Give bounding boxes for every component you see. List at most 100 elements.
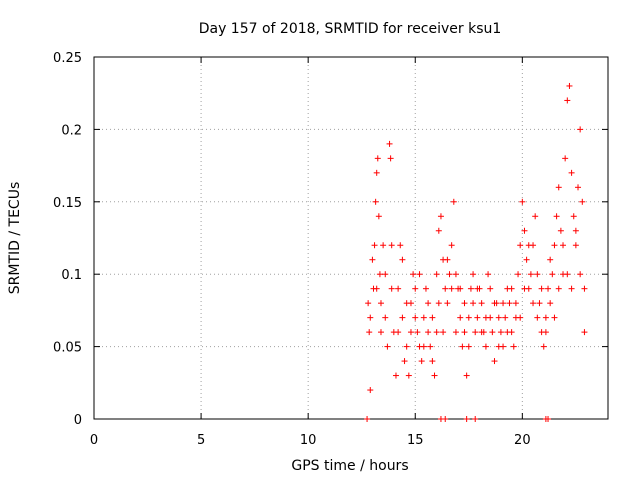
data-point [551, 314, 558, 321]
x-tick-label: 10 [300, 433, 317, 448]
data-point [485, 271, 492, 278]
data-point [542, 314, 549, 321]
chart-title: Day 157 of 2018, SRMTID for receiver ksu… [199, 21, 502, 37]
data-point [566, 82, 573, 89]
data-point [575, 184, 582, 191]
data-point [371, 242, 378, 249]
x-tick-label: 5 [197, 433, 205, 448]
data-point [452, 329, 459, 336]
data-point [452, 271, 459, 278]
data-point [425, 329, 432, 336]
x-axis-ticks: 0 5 10 15 20 [90, 57, 531, 448]
data-point [395, 329, 402, 336]
data-point [542, 329, 549, 336]
data-point [366, 329, 373, 336]
data-point [517, 242, 524, 249]
data-point [564, 97, 571, 104]
data-point [448, 285, 455, 292]
data-point [397, 242, 404, 249]
data-point [373, 169, 380, 176]
data-point [495, 343, 502, 350]
data-point [482, 343, 489, 350]
data-point [444, 256, 451, 263]
data-point [510, 343, 517, 350]
data-point [405, 372, 412, 379]
data-point [367, 314, 374, 321]
data-point [442, 285, 449, 292]
data-point [429, 314, 436, 321]
data-point [502, 314, 509, 321]
data-point [382, 271, 389, 278]
data-point [572, 242, 579, 249]
data-point [467, 285, 474, 292]
data-point [429, 358, 436, 365]
y-tick-label: 0.1 [61, 268, 82, 283]
data-point [491, 300, 498, 307]
data-point [457, 314, 464, 321]
data-point [412, 285, 419, 292]
data-point [435, 227, 442, 234]
data-point [562, 155, 569, 162]
data-point [399, 314, 406, 321]
data-point [375, 213, 382, 220]
data-point [365, 300, 372, 307]
data-point [410, 271, 417, 278]
data-point [547, 300, 554, 307]
data-point [474, 314, 481, 321]
data-point [448, 242, 455, 249]
y-tick-label: 0.2 [61, 123, 82, 138]
data-point [478, 300, 485, 307]
data-point [420, 343, 427, 350]
data-point [560, 242, 567, 249]
data-point [530, 300, 537, 307]
data-point [517, 314, 524, 321]
data-point [407, 329, 414, 336]
data-point [534, 271, 541, 278]
data-point [487, 285, 494, 292]
grid-lines [94, 57, 608, 419]
data-point [497, 329, 504, 336]
x-tick-label: 20 [514, 433, 531, 448]
data-point [555, 285, 562, 292]
data-point [572, 227, 579, 234]
data-point [377, 329, 384, 336]
data-point [457, 285, 464, 292]
data-point [519, 198, 526, 205]
y-tick-label: 0.25 [53, 51, 82, 66]
data-point [377, 300, 384, 307]
data-point [442, 416, 449, 422]
data-point [538, 285, 545, 292]
data-point [416, 271, 423, 278]
y-axis-ticks: 0 0.05 0.1 0.15 0.2 0.25 [53, 51, 608, 428]
data-point [523, 256, 530, 263]
data-point [545, 285, 552, 292]
data-point [388, 285, 395, 292]
data-point [534, 314, 541, 321]
data-point [491, 358, 498, 365]
data-point [380, 242, 387, 249]
x-tick-label: 15 [407, 433, 424, 448]
data-point [553, 213, 560, 220]
data-point [506, 300, 513, 307]
data-point [532, 213, 539, 220]
data-point [470, 271, 477, 278]
data-point [364, 416, 371, 422]
data-point [470, 300, 477, 307]
data-point [369, 256, 376, 263]
data-point [376, 271, 383, 278]
y-tick-label: 0.05 [53, 341, 82, 356]
data-points [364, 82, 588, 422]
data-point [564, 271, 571, 278]
data-point [367, 387, 374, 394]
data-point [551, 242, 558, 249]
data-point [395, 285, 402, 292]
data-point [579, 198, 586, 205]
data-point [465, 343, 472, 350]
x-tick-label: 0 [90, 433, 98, 448]
data-point [384, 343, 391, 350]
data-point [527, 271, 534, 278]
data-point [536, 300, 543, 307]
data-point [525, 242, 532, 249]
data-point [555, 184, 562, 191]
